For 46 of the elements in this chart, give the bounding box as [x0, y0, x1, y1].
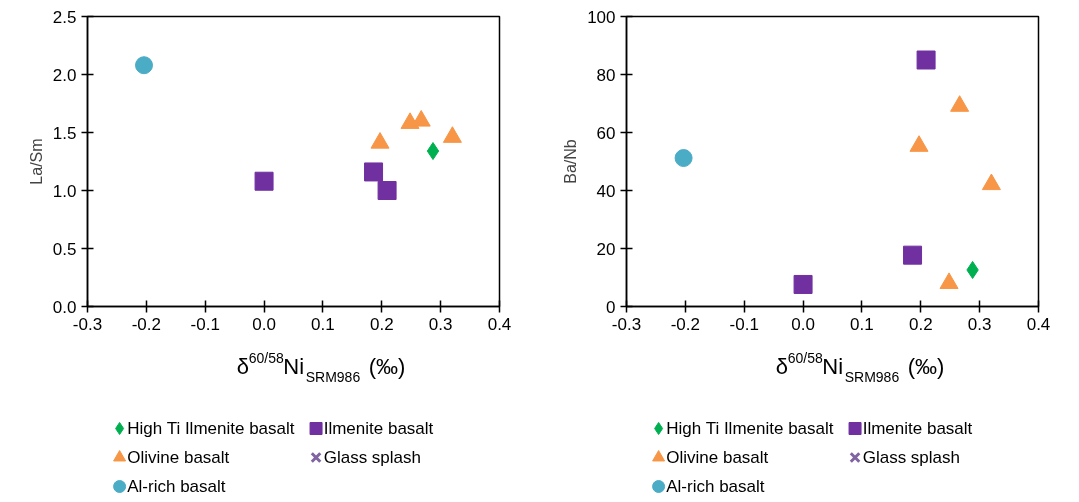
legend-label: Glass splash — [323, 448, 422, 467]
y-tick-label: 80 — [596, 65, 616, 85]
y-axis-title: Ba/Nb — [562, 139, 580, 184]
y-tick-label: 1.5 — [52, 123, 77, 143]
point — [909, 135, 929, 152]
legend-label: Al-rich basalt — [666, 477, 765, 496]
point — [793, 274, 813, 294]
x-tick-label: 0.1 — [311, 314, 335, 334]
legend-label: Glass splash — [862, 448, 961, 467]
x-tick-label: -0.2 — [131, 314, 162, 334]
y-tick-label: 20 — [596, 239, 616, 259]
x-tick-label: 0.3 — [428, 314, 453, 334]
x-tick-label: 0.3 — [967, 314, 992, 334]
legend-label: Ilmenite basalt — [323, 419, 434, 438]
x-tick-label: -0.1 — [190, 314, 220, 334]
legend-label: Ilmenite basalt — [862, 419, 973, 438]
y-tick-label: 60 — [596, 123, 616, 143]
x-tick-label: 0.0 — [791, 314, 815, 334]
y-tick-label: 0.0 — [52, 297, 77, 317]
x-tick-label: 0.2 — [369, 314, 394, 334]
y-tick-label: 2.5 — [52, 7, 77, 27]
legend-label: High Ti Ilmenite basalt — [666, 419, 834, 438]
legend-label: Al-rich basalt — [127, 477, 226, 496]
y-tick-label: 100 — [587, 7, 616, 27]
x-tick-label: 0.4 — [487, 314, 512, 334]
point — [950, 95, 970, 112]
x-tick-label: 0.2 — [908, 314, 933, 334]
y-tick-label: 40 — [596, 181, 616, 201]
x-tick-label: 0.1 — [850, 314, 874, 334]
x-tick-label: 0.0 — [252, 314, 276, 334]
legend-label: Olivine basalt — [666, 448, 769, 467]
x-tick-label: -0.2 — [670, 314, 701, 334]
legend-label: Olivine basalt — [127, 448, 230, 467]
y-tick-label: 1.0 — [52, 181, 77, 201]
point — [903, 245, 923, 265]
point — [981, 173, 1001, 191]
point — [674, 149, 693, 167]
x-tick-label: -0.3 — [72, 314, 103, 334]
y-tick-label: 0 — [606, 297, 616, 317]
legend-label: High Ti Ilmenite basalt — [127, 419, 295, 438]
y-axis-title: La/Sm — [27, 138, 45, 185]
y-tick-label: 0.5 — [52, 239, 77, 259]
x-tick-label: -0.3 — [611, 314, 642, 334]
y-tick-label: 2.0 — [52, 65, 77, 85]
x-tick-label: -0.1 — [729, 314, 759, 334]
x-tick-label: 0.4 — [1026, 314, 1051, 334]
